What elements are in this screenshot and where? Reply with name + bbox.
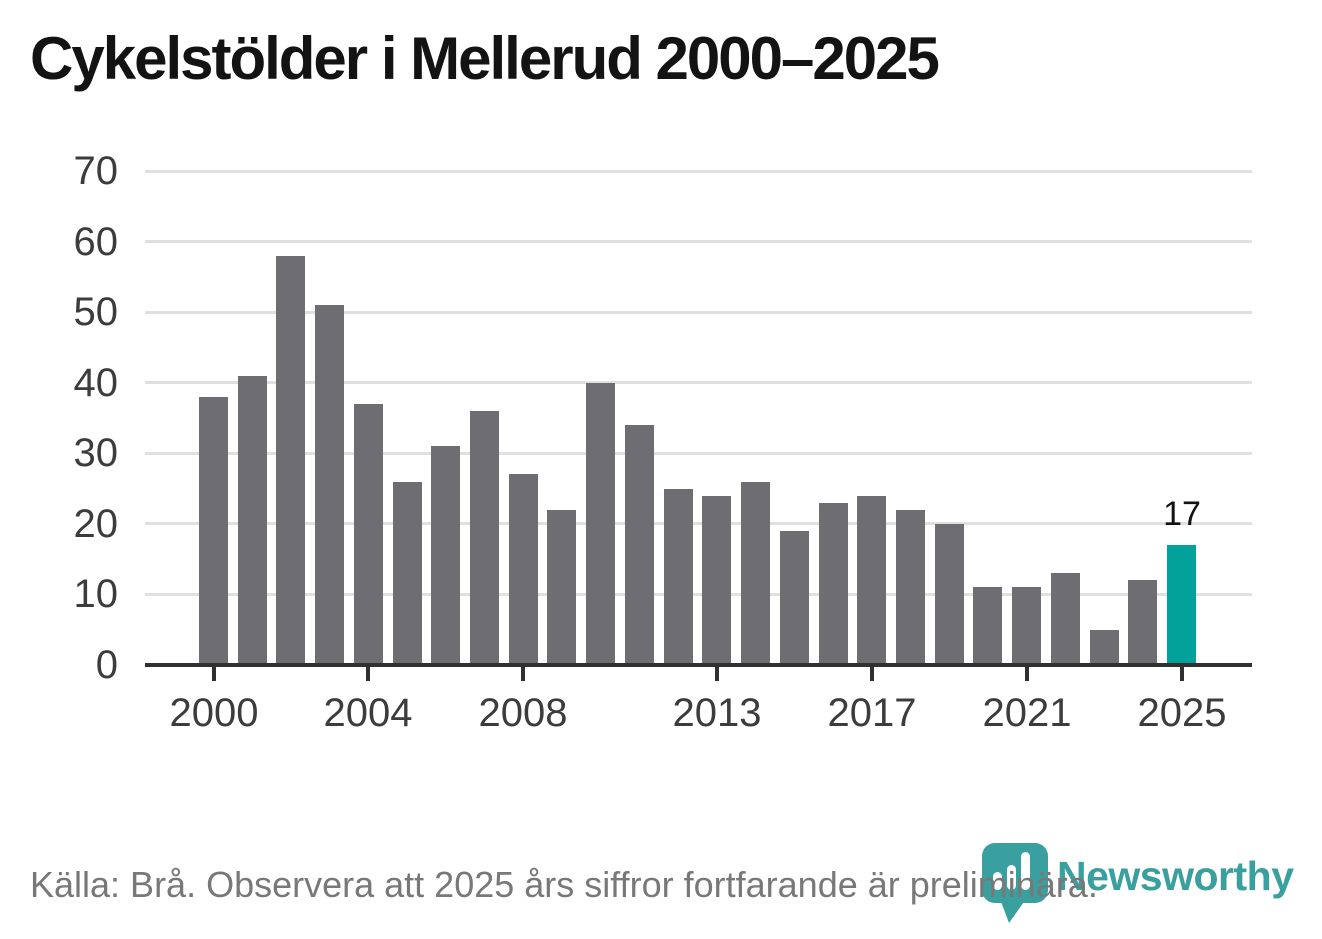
x-tick-2004 <box>366 667 370 681</box>
bar-2012 <box>664 489 693 664</box>
source-note: Källa: Brå. Observera att 2025 års siffr… <box>30 864 1098 905</box>
bar-2014 <box>741 482 770 664</box>
y-tick-label-30: 30 <box>73 431 119 475</box>
x-tick-2013 <box>715 667 719 681</box>
gridline-40 <box>145 381 1252 384</box>
newsworthy-brand-name: Newsworthy <box>1057 853 1294 899</box>
x-tick-2017 <box>870 667 874 681</box>
bar-2021 <box>1012 587 1041 664</box>
bar-2020 <box>973 587 1002 664</box>
x-tick-label-2013: 2013 <box>672 691 762 735</box>
bar-2015 <box>780 531 809 664</box>
bar-2024 <box>1128 580 1157 664</box>
y-tick-label-70: 70 <box>73 149 119 193</box>
y-tick-label-10: 10 <box>73 572 119 616</box>
gridline-20 <box>145 522 1252 525</box>
chart-title: Cykelstölder i Mellerud 2000–2025 <box>30 25 940 92</box>
gridline-30 <box>145 452 1252 455</box>
bar-2008 <box>509 474 538 664</box>
bar-2022 <box>1051 573 1080 664</box>
x-tick-label-2021: 2021 <box>982 691 1072 735</box>
bar-2007 <box>470 411 499 664</box>
y-tick-label-0: 0 <box>95 643 118 687</box>
gridline-70 <box>145 170 1252 173</box>
y-tick-label-20: 20 <box>73 502 119 546</box>
x-tick-2008 <box>521 667 525 681</box>
y-tick-label-40: 40 <box>73 361 119 405</box>
x-tick-label-2017: 2017 <box>827 691 917 735</box>
gridline-50 <box>145 311 1252 314</box>
bar-2002 <box>276 256 305 664</box>
speech-bubble-bar-chart-icon <box>982 843 1048 923</box>
y-tick-label-50: 50 <box>73 290 119 334</box>
bar-2005 <box>393 482 422 664</box>
x-axis-line <box>145 663 1252 667</box>
bar-2017 <box>857 496 886 664</box>
bar-value-label: 17 <box>1163 495 1201 533</box>
x-tick-2025 <box>1180 667 1184 681</box>
bar-2013 <box>702 496 731 664</box>
gridline-10 <box>145 593 1252 596</box>
bar-2019 <box>935 524 964 664</box>
bar-2023 <box>1090 630 1119 664</box>
x-tick-label-2025: 2025 <box>1137 691 1227 735</box>
x-tick-label-2004: 2004 <box>323 691 413 735</box>
newsworthy-logo: Newsworthy <box>980 841 1310 931</box>
bar-2025 <box>1167 545 1196 664</box>
bar-2016 <box>819 503 848 664</box>
bar-2006 <box>431 446 460 664</box>
bar-2010 <box>586 383 615 664</box>
y-tick-label-60: 60 <box>73 220 119 264</box>
gridline-60 <box>145 240 1252 243</box>
x-tick-2021 <box>1025 667 1029 681</box>
bar-2009 <box>547 510 576 664</box>
bar-2000 <box>199 397 228 664</box>
x-tick-label-2008: 2008 <box>478 691 568 735</box>
bar-2018 <box>896 510 925 664</box>
x-tick-2000 <box>212 667 216 681</box>
bar-2004 <box>354 404 383 664</box>
bar-2011 <box>625 425 654 664</box>
bar-2001 <box>238 376 267 664</box>
bar-2003 <box>315 305 344 664</box>
x-tick-label-2000: 2000 <box>169 691 259 735</box>
